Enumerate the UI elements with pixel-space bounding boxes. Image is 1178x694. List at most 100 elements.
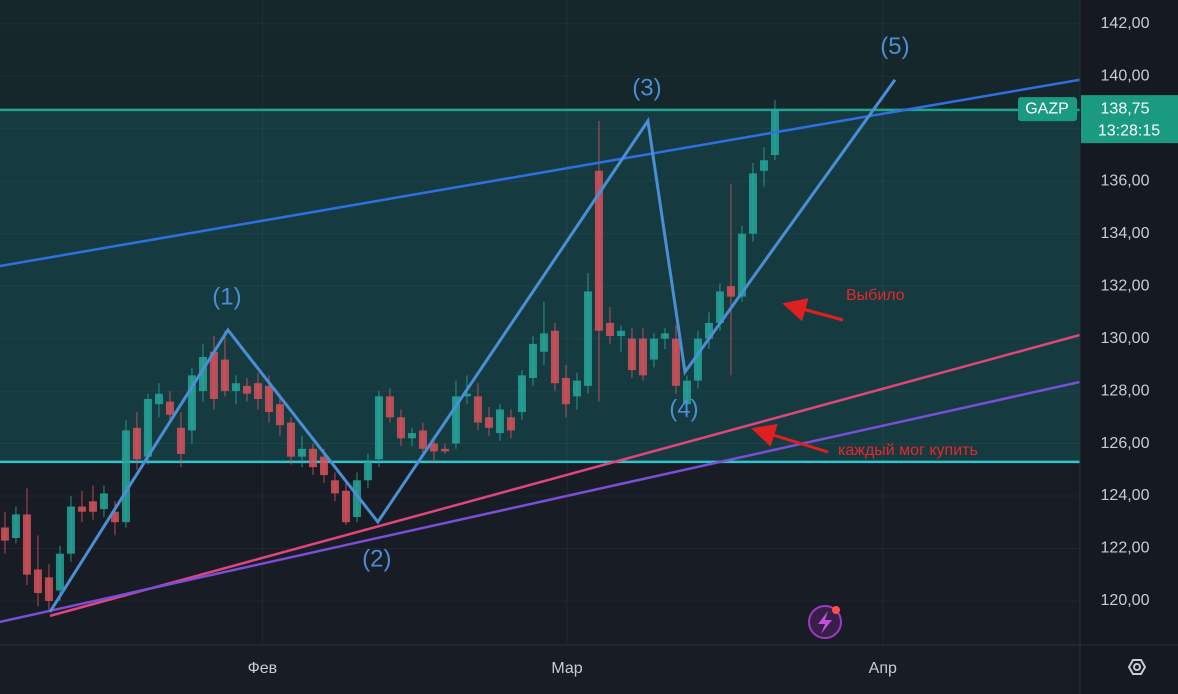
candle-body [429,443,438,452]
candle-body [715,291,724,323]
candle-body [748,173,757,234]
candle-body [704,322,713,339]
y-tick-label: 122,00 [1101,540,1150,557]
candle-body [121,430,130,523]
candle-body [473,396,482,423]
candle-body [418,430,427,449]
price-tag-time: 13:28:15 [1098,122,1160,139]
candle-body [143,398,152,457]
candle-body [440,448,449,452]
candle-body [132,427,141,460]
y-tick-label: 128,00 [1101,382,1150,399]
settings-button[interactable] [1127,659,1147,675]
candle-body [275,404,284,426]
annotation: Выбило [846,287,905,304]
y-tick-label: 132,00 [1101,277,1150,294]
ticker-tag [1018,97,1077,122]
candle-body [660,333,669,339]
annotation: каждый мог купить [838,442,978,459]
candle-body [66,506,75,554]
price-tag [1081,95,1178,144]
trend-line [49,333,1080,618]
candle-body [330,480,339,494]
candle-body [33,569,42,594]
x-tick-label: Фев [248,660,278,677]
candle-body [627,338,636,371]
candle-body [539,333,548,352]
candle-body [308,448,317,468]
candle-body [649,338,658,360]
candle-body [638,338,647,376]
candle-body [407,433,416,439]
y-tick-label: 120,00 [1101,592,1150,609]
candle-body [209,351,218,399]
candle-body [594,170,603,331]
candle-body [352,480,361,517]
y-tick-label: 140,00 [1101,68,1150,85]
candle-body [44,577,53,601]
trend-line [0,78,1080,268]
candle-body [396,417,405,439]
candle-body [517,375,526,413]
candle-body [165,401,174,415]
candle-body [726,286,735,297]
candle-body [220,359,229,392]
wave-label: (2) [362,545,391,572]
candle-body [605,322,614,337]
candle-body [341,490,350,523]
price-tag-value: 138,75 [1101,100,1150,117]
candle-body [0,527,9,541]
candle-body [528,343,537,378]
candle-body [561,377,570,405]
candle-body [363,461,372,481]
candle-body [583,291,592,386]
candle-body [11,514,20,538]
candle-body [77,506,86,512]
y-tick-label: 136,00 [1101,172,1150,189]
wave-line [48,78,897,613]
candle-body [506,417,515,431]
candle-body [55,553,64,591]
candle-body [22,514,31,575]
candle-body [187,375,196,431]
candle-body [693,338,702,381]
y-tick-label: 130,00 [1101,330,1150,347]
trend-line [0,380,1080,624]
candle-body [495,409,504,434]
candle-body [231,383,240,392]
overlay: 120,00 122,00 124,00 126,00 128,00 130,00 132,… [248,15,1178,677]
candle-body [462,393,471,397]
candle-body [99,493,108,510]
candle-body [88,501,97,512]
candle-body [110,511,119,523]
candle-body [198,356,207,392]
candle-body [572,380,581,397]
candle-body [154,393,163,405]
y-tick-label: 134,00 [1101,225,1150,242]
candle-body [484,417,493,428]
candle-body [682,380,691,405]
plot-area: (1) (2) (3) (4) (5) [0,0,1080,645]
candle-body [242,385,251,394]
upper-zone [0,0,1080,110]
x-tick-label: Мар [551,660,582,677]
candle-body [451,396,460,444]
candle-body [253,383,262,399]
y-tick-label: 124,00 [1101,487,1150,504]
candle-body [671,338,680,386]
arrow [782,298,844,322]
wave-label: (4) [669,395,698,422]
candle-body [737,233,746,297]
candle-body [264,385,273,413]
candle-body [176,427,185,455]
alert-button[interactable] [808,605,842,639]
candle-body [550,330,559,384]
wave-label: (1) [212,283,241,310]
wave-label: (3) [632,74,661,101]
x-tick-label: Апр [869,660,897,677]
candle-body [616,330,625,337]
candle-body [385,396,394,418]
candle-body [319,456,328,476]
y-tick-label: 126,00 [1101,435,1150,452]
